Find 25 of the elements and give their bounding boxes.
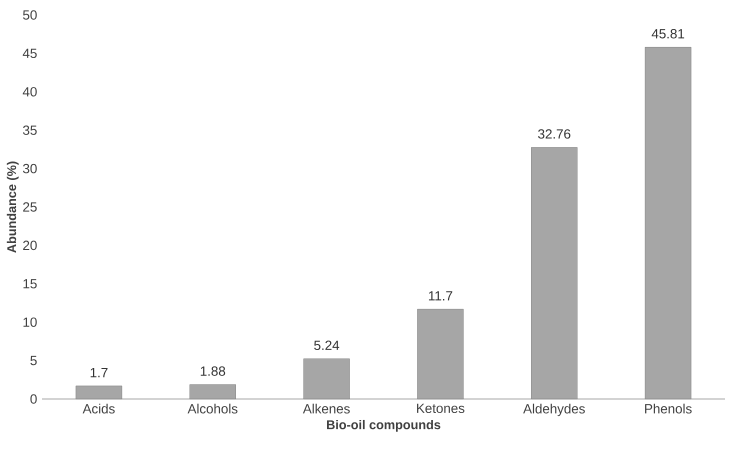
y-tick-label: 5	[30, 356, 37, 366]
data-label: 5.24	[314, 340, 340, 350]
data-label: 32.76	[538, 129, 570, 139]
y-tick-label: 0	[30, 394, 37, 404]
data-label: 11.7	[428, 291, 452, 300]
data-label: 1.88	[200, 366, 226, 376]
y-tick-label: 25	[23, 202, 37, 212]
data-label: 1.7	[90, 368, 108, 378]
x-tick-label: Alcohols	[188, 404, 238, 414]
y-tick-label: 10	[23, 317, 37, 327]
y-tick-label: 50	[23, 10, 37, 20]
x-tick-label: Alkenes	[302, 404, 350, 414]
y-tick-label: 15	[23, 279, 37, 288]
x-tick-label: Ketones	[417, 404, 464, 413]
data-label: 45.81	[652, 29, 684, 38]
y-tick-label: 30	[22, 164, 37, 174]
y-tick-label: 40	[22, 87, 37, 97]
x-tick-label: Acids	[82, 404, 115, 414]
x-tick-label: Phenols	[645, 404, 692, 414]
x-axis-title: Bio-oil compounds	[327, 420, 440, 432]
y-tick-label: 45	[22, 48, 37, 58]
y-tick-label: 35	[22, 125, 37, 135]
y-axis-title: Abundance (%)	[6, 162, 19, 253]
y-tick-label: 20	[23, 240, 37, 250]
x-tick-label: Aldehydes	[523, 404, 585, 416]
